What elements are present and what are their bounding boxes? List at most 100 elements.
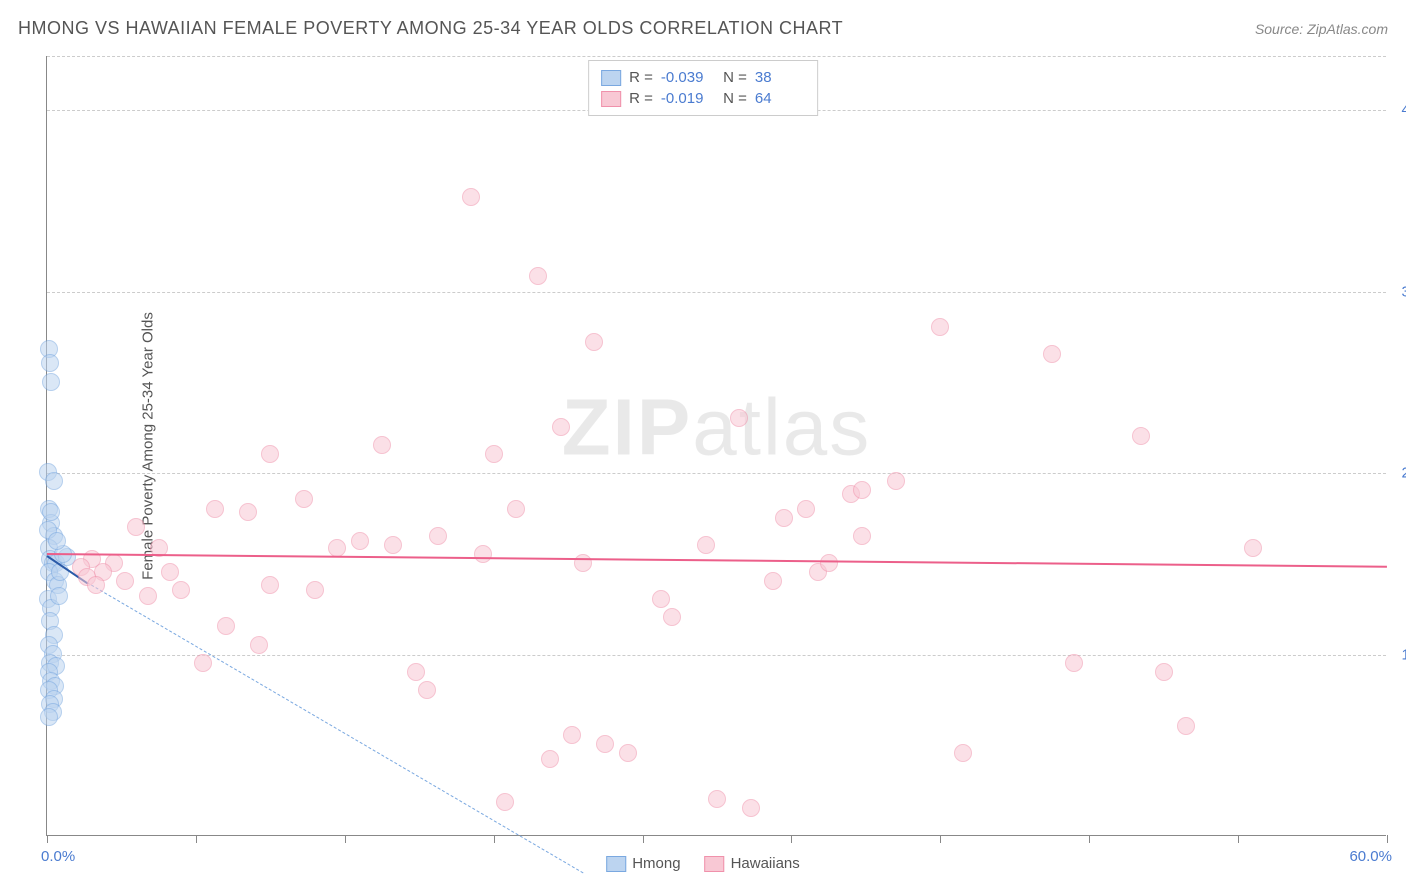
data-point [429, 527, 447, 545]
data-point [261, 576, 279, 594]
data-point [663, 608, 681, 626]
x-tick [47, 835, 48, 843]
stats-legend-row: R = -0.019 N = 64 [601, 88, 805, 109]
x-tick [643, 835, 644, 843]
source-attribution: Source: ZipAtlas.com [1255, 21, 1388, 37]
stat-r-value: -0.039 [661, 69, 711, 86]
data-point [619, 744, 637, 762]
x-tick [1238, 835, 1239, 843]
data-point [730, 409, 748, 427]
stat-r-label: R = [629, 69, 653, 86]
data-point [742, 799, 760, 817]
y-tick-label: 20.0% [1394, 465, 1406, 482]
data-point [407, 663, 425, 681]
data-point [40, 708, 58, 726]
stats-legend-box: R = -0.039 N = 38 R = -0.019 N = 64 [588, 60, 818, 116]
y-tick-label: 10.0% [1394, 646, 1406, 663]
grid-line [47, 655, 1386, 656]
grid-line [47, 473, 1386, 474]
x-tick [1387, 835, 1388, 843]
legend-item: Hmong [606, 855, 680, 872]
legend-swatch [705, 856, 725, 872]
data-point [708, 790, 726, 808]
legend-label: Hawaiians [731, 855, 800, 872]
data-point [853, 527, 871, 545]
data-point [887, 472, 905, 490]
data-point [585, 333, 603, 351]
legend-label: Hmong [632, 855, 680, 872]
x-tick [345, 835, 346, 843]
data-point [306, 581, 324, 599]
data-point [820, 554, 838, 572]
y-tick-label: 30.0% [1394, 283, 1406, 300]
legend-item: Hawaiians [705, 855, 800, 872]
legend-swatch [606, 856, 626, 872]
data-point [529, 267, 547, 285]
x-tick [940, 835, 941, 843]
data-point [351, 532, 369, 550]
data-point [1132, 427, 1150, 445]
x-tick [196, 835, 197, 843]
data-point [954, 744, 972, 762]
data-point [1177, 717, 1195, 735]
trend-extrapolation [87, 582, 583, 873]
data-point [127, 518, 145, 536]
stats-legend-row: R = -0.039 N = 38 [601, 67, 805, 88]
x-tick-label: 60.0% [1349, 848, 1392, 865]
data-point [462, 188, 480, 206]
data-point [116, 572, 134, 590]
data-point [161, 563, 179, 581]
data-point [41, 354, 59, 372]
stat-r-label: R = [629, 90, 653, 107]
data-point [552, 418, 570, 436]
data-point [853, 481, 871, 499]
data-point [239, 503, 257, 521]
data-point [217, 617, 235, 635]
data-point [295, 490, 313, 508]
data-point [764, 572, 782, 590]
data-point [139, 587, 157, 605]
data-point [172, 581, 190, 599]
stat-n-value: 38 [755, 69, 805, 86]
data-point [206, 500, 224, 518]
data-point [373, 436, 391, 454]
data-point [485, 445, 503, 463]
data-point [48, 532, 66, 550]
chart-title: HMONG VS HAWAIIAN FEMALE POVERTY AMONG 2… [18, 18, 843, 39]
title-bar: HMONG VS HAWAIIAN FEMALE POVERTY AMONG 2… [18, 18, 1388, 39]
stat-r-value: -0.019 [661, 90, 711, 107]
data-point [596, 735, 614, 753]
data-point [797, 500, 815, 518]
data-point [418, 681, 436, 699]
data-point [384, 536, 402, 554]
x-tick [1089, 835, 1090, 843]
data-point [541, 750, 559, 768]
data-point [931, 318, 949, 336]
grid-line [47, 56, 1386, 57]
stat-n-value: 64 [755, 90, 805, 107]
data-point [45, 472, 63, 490]
data-point [1155, 663, 1173, 681]
data-point [42, 373, 60, 391]
stat-n-label: N = [719, 69, 747, 86]
data-point [563, 726, 581, 744]
data-point [50, 587, 68, 605]
data-point [652, 590, 670, 608]
legend-swatch [601, 70, 621, 86]
stat-n-label: N = [719, 90, 747, 107]
data-point [250, 636, 268, 654]
data-point [507, 500, 525, 518]
data-point [194, 654, 212, 672]
trend-line [47, 553, 1387, 568]
watermark: ZIPatlas [562, 381, 871, 473]
legend-swatch [601, 91, 621, 107]
scatter-plot-area: ZIPatlas 10.0%20.0%30.0%40.0%0.0%60.0% [46, 56, 1386, 836]
series-legend: Hmong Hawaiians [606, 855, 800, 872]
data-point [1065, 654, 1083, 672]
data-point [1043, 345, 1061, 363]
data-point [775, 509, 793, 527]
grid-line [47, 292, 1386, 293]
x-tick [494, 835, 495, 843]
data-point [697, 536, 715, 554]
x-tick-label: 0.0% [41, 848, 75, 865]
